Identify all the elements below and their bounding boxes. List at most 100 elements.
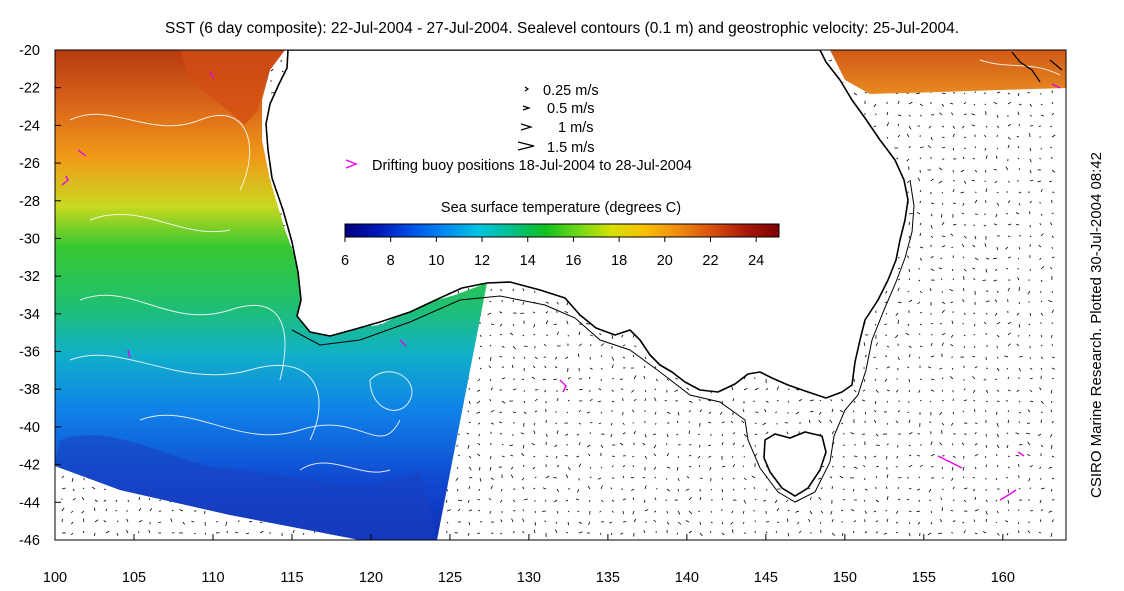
velocity-vector (787, 509, 790, 512)
velocity-vector (941, 202, 944, 205)
colorbar-bar (344, 223, 780, 238)
velocity-vector (897, 301, 902, 304)
velocity-vector (446, 509, 451, 512)
velocity-vector (919, 200, 921, 204)
velocity-vector (950, 112, 954, 116)
velocity-vector (919, 345, 923, 348)
velocity-vector (950, 422, 954, 426)
velocity-vector (917, 177, 921, 182)
velocity-vector (765, 488, 768, 491)
velocity-vector (952, 147, 955, 151)
velocity-vector (787, 400, 790, 403)
velocity-vector (1039, 257, 1042, 261)
velocity-vector (1040, 189, 1043, 193)
velocity-vector (1007, 223, 1012, 226)
velocity-vector (730, 521, 734, 525)
velocity-vector (688, 430, 691, 435)
velocity-vector (1051, 356, 1055, 359)
velocity-vector (973, 312, 976, 315)
velocity-vector (182, 521, 185, 525)
velocity-label-1: 1 m/s (558, 120, 593, 136)
velocity-vector (941, 290, 943, 293)
velocity-vector (908, 299, 913, 303)
velocity-vector (974, 345, 976, 348)
velocity-vector (576, 455, 580, 458)
velocity-vector (710, 510, 713, 513)
velocity-vector (1051, 378, 1055, 380)
velocity-vector (908, 221, 911, 226)
velocity-vector (611, 334, 614, 339)
velocity-arrow-025 (524, 86, 530, 92)
velocity-vector (499, 289, 503, 292)
velocity-vector (586, 411, 591, 414)
sst-warm-north (180, 50, 285, 125)
velocity-vector (556, 301, 559, 305)
velocity-vector (1016, 343, 1020, 347)
velocity-vector (611, 400, 615, 403)
velocity-vector (611, 499, 615, 502)
velocity-vector (885, 312, 888, 315)
velocity-vector (996, 510, 999, 514)
velocity-vector (875, 499, 879, 503)
velocity-vector (906, 180, 910, 184)
velocity-vector (643, 375, 646, 380)
velocity-vector (721, 421, 725, 424)
velocity-vector (874, 323, 877, 326)
velocity-vector (952, 125, 956, 129)
velocity-vector (622, 521, 627, 523)
velocity-vector (457, 454, 460, 457)
velocity-vector (148, 497, 151, 501)
velocity-vector (873, 103, 877, 108)
colorbar-title: Sea surface temperature (degrees C) (441, 200, 681, 216)
velocity-vector (1040, 279, 1043, 283)
colorbar-tick-label: 18 (611, 253, 627, 269)
velocity-vector (996, 532, 1000, 536)
velocity-vector (600, 499, 604, 503)
velocity-vector (732, 488, 735, 491)
velocity-vector (929, 288, 932, 292)
velocity-vector (225, 521, 228, 526)
velocity-vector (1039, 519, 1042, 523)
velocity-vector (732, 442, 736, 446)
velocity-vector (533, 455, 536, 458)
velocity-vector (885, 290, 888, 294)
velocity-vector (974, 257, 979, 261)
velocity-vector (1018, 246, 1021, 250)
velocity-vector (531, 442, 536, 446)
velocity-vector (499, 411, 503, 414)
velocity-vector (1051, 290, 1053, 293)
velocity-vector (930, 202, 934, 205)
velocity-vector (919, 464, 923, 468)
velocity-vector (730, 420, 734, 424)
velocity-vector (468, 400, 471, 405)
velocity-vector (928, 366, 932, 369)
velocity-vector (708, 421, 712, 424)
velocity-vector (1017, 111, 1020, 116)
velocity-vector (818, 411, 822, 415)
velocity-vector (763, 499, 767, 502)
velocity-vector (907, 411, 910, 413)
colorbar-tick-label: 12 (474, 253, 490, 269)
velocity-vector (523, 498, 528, 501)
y-tick-label: -20 (19, 43, 40, 59)
velocity-vector (952, 455, 956, 459)
velocity-vector (996, 444, 1000, 449)
velocity-vector (600, 466, 603, 469)
velocity-vector (611, 378, 614, 380)
velocity-vector (115, 510, 118, 512)
velocity-vector (544, 499, 547, 502)
velocity-vector (1029, 400, 1034, 403)
velocity-vector (1040, 114, 1044, 117)
colorbar-tick-label: 8 (387, 253, 395, 269)
velocity-vector (610, 487, 613, 490)
velocity-vector (828, 59, 833, 62)
velocity-vector (488, 497, 492, 501)
velocity-vector (952, 133, 955, 138)
velocity-vector (622, 356, 626, 359)
velocity-vector (897, 267, 901, 270)
velocity-vector (1040, 266, 1045, 270)
velocity-vector (588, 521, 591, 525)
velocity-vector (850, 508, 855, 512)
velocity-vector (609, 521, 613, 524)
